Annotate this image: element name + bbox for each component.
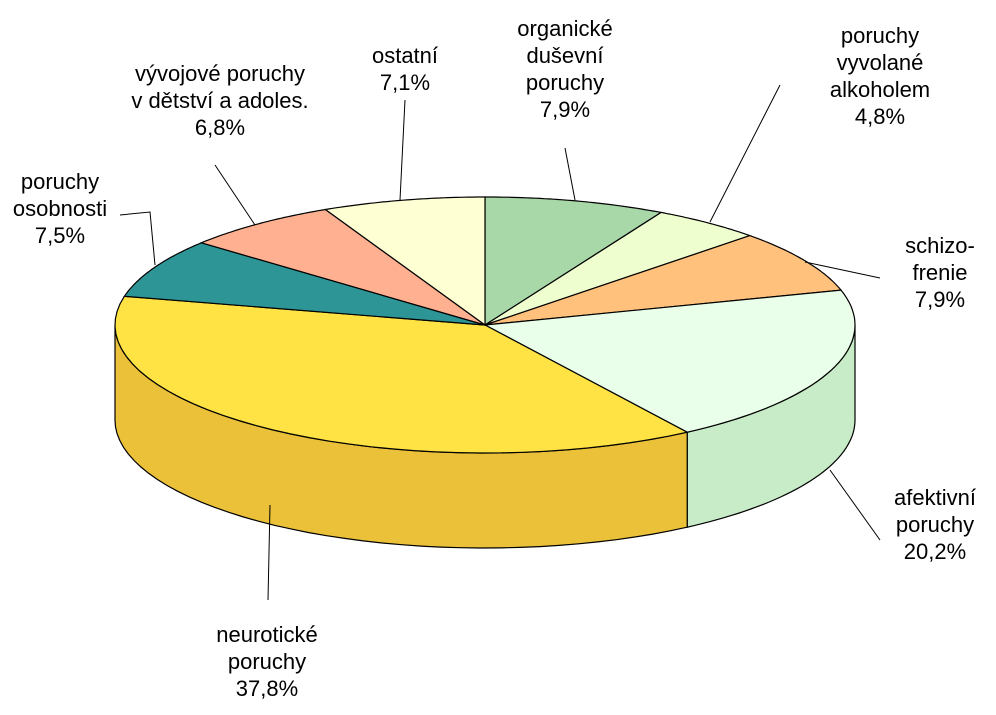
slice xyxy=(482,289,856,433)
leader-line xyxy=(564,147,576,201)
value-label: 6,8% xyxy=(194,115,246,140)
leader-line xyxy=(709,84,781,223)
value-label: 7,9% xyxy=(914,287,966,312)
slice xyxy=(199,208,486,326)
leader-line xyxy=(119,211,156,266)
slice-label: poruchy vyvolané alkoholem 4,8% xyxy=(830,22,930,130)
value-label: 37,8% xyxy=(235,676,299,701)
value-label: 7,1% xyxy=(379,70,431,95)
leader-line xyxy=(267,504,271,601)
slice xyxy=(323,196,486,327)
slice xyxy=(484,211,752,326)
slice-label: neurotické poruchy 37,8% xyxy=(216,621,318,702)
value-label: 7,9% xyxy=(539,97,591,122)
category-label: organické duševní poruchy xyxy=(517,16,613,95)
value-label: 7,5% xyxy=(34,223,86,248)
category-label: vývojové poruchy v dětství a adoles. xyxy=(131,61,309,113)
leader-line xyxy=(829,469,881,541)
leader-line xyxy=(804,261,881,279)
slice-label: organické duševní poruchy 7,9% xyxy=(517,15,612,123)
slice xyxy=(484,234,843,326)
slice xyxy=(114,295,689,454)
category-label: schizo- frenie xyxy=(905,233,975,285)
value-label: 20,2% xyxy=(903,539,967,564)
leader-line xyxy=(399,99,406,201)
slice-label: afektivní poruchy 20,2% xyxy=(894,484,976,565)
category-label: neurotické poruchy xyxy=(216,622,318,674)
slice-label: schizo- frenie 7,9% xyxy=(905,232,975,313)
category-label: afektivní poruchy xyxy=(894,485,976,537)
slice-label: poruchy osobnosti 7,5% xyxy=(13,168,107,249)
leader-line xyxy=(214,164,256,226)
category-label: poruchy vyvolané alkoholem xyxy=(829,23,931,102)
slice-label: vývojové poruchy v dětství a adoles. 6,8% xyxy=(131,60,308,141)
category-label: poruchy osobnosti xyxy=(12,169,108,221)
value-label: 4,8% xyxy=(854,104,906,129)
category-label: ostatní xyxy=(371,43,439,68)
slice xyxy=(123,242,486,326)
slice-label: ostatní 7,1% xyxy=(372,42,438,96)
slice xyxy=(484,196,663,327)
